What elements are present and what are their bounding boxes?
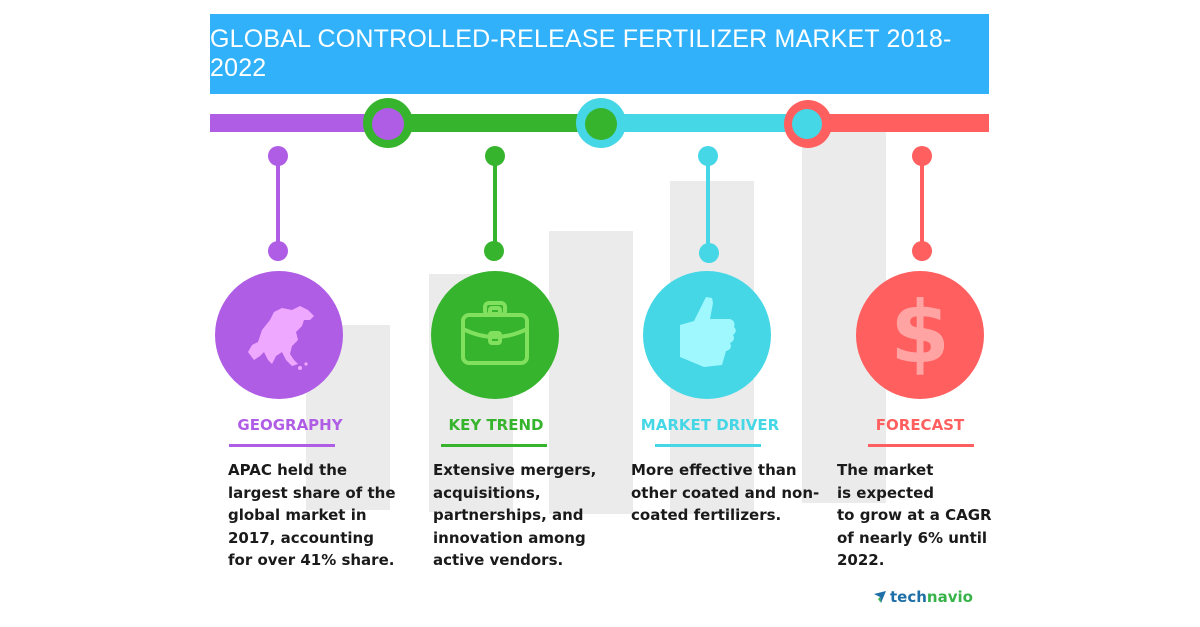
forecast-underline — [868, 444, 974, 447]
technavio-arrow-icon — [874, 591, 886, 603]
logo-text-tech: tech — [890, 588, 927, 606]
timeline-segment-key-trend — [390, 114, 602, 132]
market-driver-circle — [643, 271, 771, 399]
stem-line-key-trend — [493, 156, 497, 250]
stem-bottom-dot-market-driver — [699, 243, 719, 263]
market-driver-heading: MARKET DRIVER — [640, 416, 780, 434]
market-driver-underline — [655, 444, 761, 447]
asia-map-icon — [248, 306, 314, 370]
market-driver-description: More effective than other coated and non… — [631, 461, 820, 524]
timeline-segment-forecast — [808, 114, 989, 132]
stem-line-market-driver — [706, 156, 710, 250]
timeline-node-2-inner — [585, 108, 617, 140]
stem-bottom-dot-key-trend — [484, 241, 504, 261]
page-title: GLOBAL CONTROLLED-RELEASE FERTILIZER MAR… — [210, 25, 952, 82]
timeline-node-3-inner — [792, 109, 822, 139]
stem-line-forecast — [920, 156, 924, 250]
geography-description: APAC held the largest share of the globa… — [228, 461, 396, 569]
timeline-segment-market-driver — [602, 114, 808, 132]
key-trend-heading: KEY TREND — [448, 416, 544, 434]
key-trend-underline — [441, 444, 547, 447]
timeline-segment-geography — [210, 114, 390, 132]
geography-heading: GEOGRAPHY — [237, 416, 343, 434]
logo-text-navio: navio — [926, 588, 973, 606]
technavio-logo: technavio — [873, 588, 973, 606]
key-trend-circle — [431, 271, 559, 399]
key-trend-description: Extensive mergers, acquisitions, partner… — [433, 461, 597, 569]
svg-text:$: $ — [890, 290, 950, 380]
stem-bottom-dot-geography — [268, 241, 288, 261]
dollar-sign-icon: $ — [890, 290, 950, 380]
forecast-description: The market is expected to grow at a CAGR… — [837, 461, 992, 569]
forecast-circle: $ — [856, 271, 984, 399]
stem-line-geography — [276, 156, 280, 250]
forecast-heading: FORECAST — [875, 416, 965, 434]
geography-underline — [229, 444, 335, 447]
title-banner: GLOBAL CONTROLLED-RELEASE FERTILIZER MAR… — [210, 14, 989, 94]
timeline-node-1-inner — [372, 108, 404, 140]
thumbs-up-icon — [680, 297, 736, 367]
background-bar-3 — [549, 231, 633, 514]
geography-circle — [215, 271, 343, 399]
stem-bottom-dot-forecast — [912, 241, 932, 261]
briefcase-icon — [461, 301, 529, 365]
